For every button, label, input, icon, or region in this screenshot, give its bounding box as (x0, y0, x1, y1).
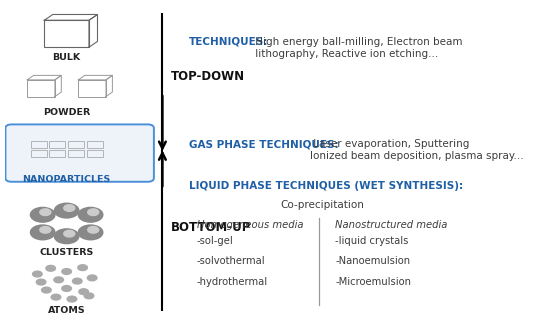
Circle shape (78, 207, 103, 222)
Circle shape (88, 209, 99, 215)
Circle shape (30, 207, 55, 222)
Circle shape (64, 230, 75, 237)
Circle shape (88, 227, 99, 233)
Text: NANOPARTICLES: NANOPARTICLES (22, 175, 111, 184)
Text: CLUSTERS: CLUSTERS (40, 249, 94, 257)
Text: -sol-gel: -sol-gel (197, 235, 233, 246)
Circle shape (62, 285, 72, 291)
Circle shape (87, 275, 97, 281)
Circle shape (79, 289, 89, 295)
Text: BULK: BULK (53, 53, 81, 62)
Circle shape (40, 227, 51, 233)
Circle shape (62, 268, 72, 274)
Text: -Nanoemulsion: -Nanoemulsion (336, 256, 411, 267)
Circle shape (78, 265, 87, 270)
Text: Laser evaporation, Sputtering
Ionized beam deposition, plasma spray...: Laser evaporation, Sputtering Ionized be… (311, 139, 524, 161)
Circle shape (30, 225, 55, 240)
Text: -hydrothermal: -hydrothermal (197, 277, 268, 287)
Text: High energy ball-milling, Electron beam
 lithography, Reactive ion etching...: High energy ball-milling, Electron beam … (252, 37, 462, 59)
Text: GAS PHASE TECHNIQUES:: GAS PHASE TECHNIQUES: (189, 139, 339, 149)
Text: POWDER: POWDER (43, 108, 90, 117)
Text: ATOMS: ATOMS (48, 306, 85, 315)
Circle shape (51, 294, 61, 300)
Circle shape (36, 279, 46, 285)
Circle shape (72, 278, 82, 284)
Circle shape (54, 203, 79, 218)
Text: LIQUID PHASE TECHNIQUES (WET SYNTHESIS):: LIQUID PHASE TECHNIQUES (WET SYNTHESIS): (189, 181, 463, 191)
Circle shape (46, 266, 55, 271)
Text: BOTTOM-UP: BOTTOM-UP (171, 221, 251, 234)
Text: -solvothermal: -solvothermal (197, 256, 266, 267)
FancyBboxPatch shape (5, 124, 154, 182)
Text: Homogeneous media: Homogeneous media (197, 220, 304, 230)
Circle shape (67, 296, 77, 302)
Circle shape (84, 293, 94, 299)
Text: -Microemulsion: -Microemulsion (336, 277, 412, 287)
Circle shape (33, 271, 42, 277)
Circle shape (42, 287, 51, 293)
Circle shape (40, 209, 51, 215)
Text: TOP-DOWN: TOP-DOWN (171, 71, 244, 83)
Circle shape (64, 205, 75, 211)
Circle shape (54, 229, 79, 244)
Circle shape (78, 225, 103, 240)
Circle shape (54, 277, 64, 283)
Text: -liquid crystals: -liquid crystals (336, 235, 409, 246)
Text: TECHNIQUES:: TECHNIQUES: (189, 37, 268, 47)
Text: Co-precipitation: Co-precipitation (280, 200, 364, 210)
Text: Nanostructured media: Nanostructured media (336, 220, 448, 230)
